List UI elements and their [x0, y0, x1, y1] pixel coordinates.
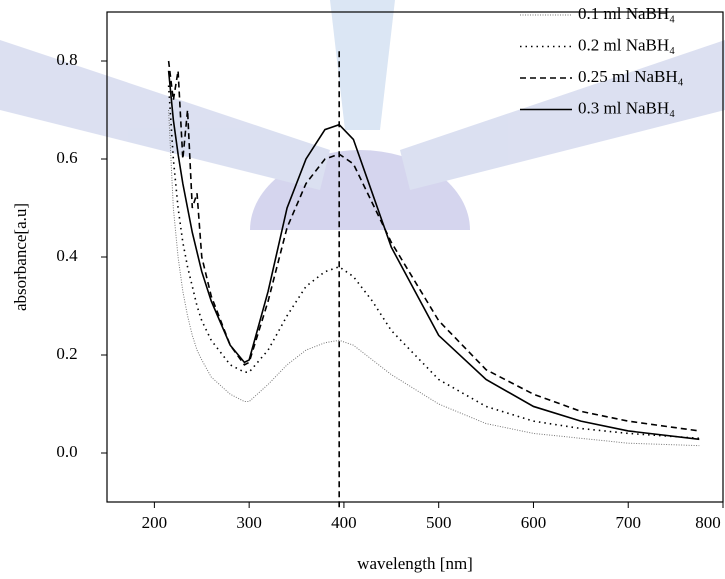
- x-tick-label: 500: [426, 513, 452, 532]
- y-tick-label: 0.4: [56, 246, 78, 265]
- x-tick-label: 800: [695, 513, 721, 532]
- series-line: [168, 109, 700, 447]
- series-line: [167, 60, 700, 432]
- legend-label: 0.2 ml NaBH₄: [578, 35, 675, 54]
- y-tick-label: 0.8: [56, 50, 77, 69]
- x-tick-label: 700: [615, 513, 641, 532]
- y-tick-label: 0.6: [56, 148, 77, 167]
- x-tick-label: 200: [142, 513, 168, 532]
- x-tick-label: 400: [331, 513, 357, 532]
- legend-label: 0.25 ml NaBH₄: [578, 67, 684, 86]
- legend-label: 0.1 ml NaBH₄: [578, 4, 675, 23]
- y-tick-label: 0.0: [56, 442, 77, 461]
- y-tick-label: 0.2: [56, 344, 77, 363]
- x-axis-label: wavelength [nm]: [357, 554, 473, 573]
- legend-label: 0.3 ml NaBH₄: [578, 98, 675, 117]
- x-tick-label: 600: [521, 513, 547, 532]
- watermark: [0, 0, 725, 230]
- series-line: [167, 70, 700, 441]
- x-tick-label: 300: [236, 513, 262, 532]
- y-axis-label: absorbance[a.u]: [11, 203, 30, 311]
